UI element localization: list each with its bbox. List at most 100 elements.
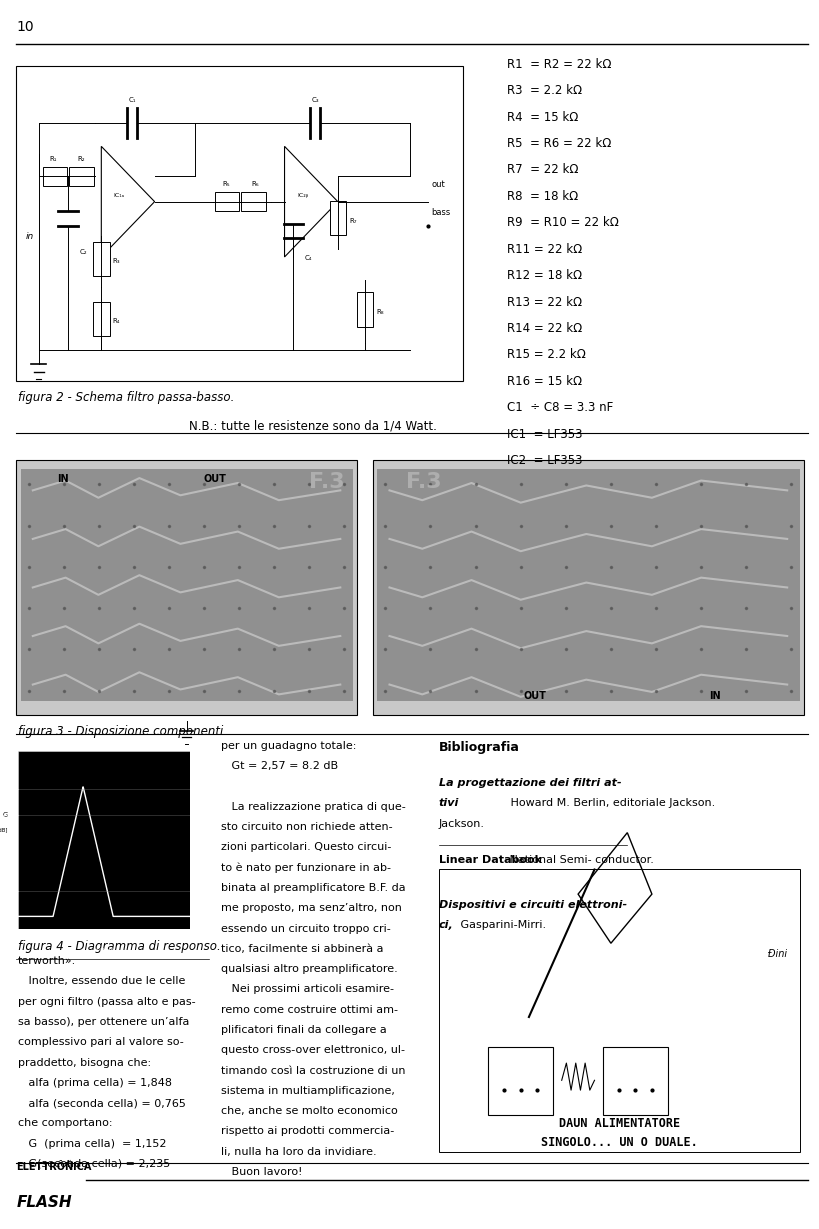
- Text: G: G: [2, 812, 8, 819]
- Text: Ðini: Ðini: [767, 949, 786, 959]
- Text: R13 = 22 kΩ: R13 = 22 kΩ: [506, 296, 581, 308]
- Text: R₄: R₄: [113, 318, 120, 324]
- Text: IC₂ᵦ: IC₂ᵦ: [296, 193, 308, 198]
- Text: Gt = 2,57 = 8.2 dB: Gt = 2,57 = 8.2 dB: [221, 761, 338, 772]
- Bar: [43, 167, 67, 187]
- Text: R4  = 15 kΩ: R4 = 15 kΩ: [506, 111, 577, 124]
- Text: IC2  = LF353: IC2 = LF353: [506, 454, 581, 467]
- Text: G(seconda cella) = 2,235: G(seconda cella) = 2,235: [18, 1159, 170, 1169]
- Text: R15 = 2.2 kΩ: R15 = 2.2 kΩ: [506, 349, 585, 361]
- Text: figura 2 - Schema filtro passa-basso.: figura 2 - Schema filtro passa-basso.: [18, 391, 234, 404]
- Bar: [16, 460, 356, 715]
- Text: IC1  = LF353: IC1 = LF353: [506, 428, 581, 441]
- Text: La progettazione dei filtri at-: La progettazione dei filtri at-: [438, 778, 621, 788]
- Text: figura 4 - Diagramma di responso.: figura 4 - Diagramma di responso.: [18, 940, 220, 954]
- X-axis label: f [Hz]: f [Hz]: [96, 948, 112, 952]
- Text: IN: IN: [708, 691, 720, 701]
- Text: out: out: [431, 181, 445, 189]
- Text: sa basso), per ottenere un’alfa: sa basso), per ottenere un’alfa: [18, 1018, 189, 1027]
- Text: essendo un circuito troppo cri-: essendo un circuito troppo cri-: [221, 924, 391, 934]
- Text: C₃: C₃: [311, 97, 319, 103]
- Text: La realizzazione pratica di que-: La realizzazione pratica di que-: [221, 801, 405, 812]
- Text: li, nulla ha loro da invidiare.: li, nulla ha loro da invidiare.: [221, 1147, 377, 1156]
- Text: N.B.: tutte le resistenze sono da 1/4 Watt.: N.B.: tutte le resistenze sono da 1/4 Wa…: [188, 419, 436, 433]
- Text: IC₁ₐ: IC₁ₐ: [114, 193, 124, 198]
- Text: terworth».: terworth».: [18, 956, 76, 966]
- Text: OUT: OUT: [203, 474, 226, 484]
- Text: complessivo pari al valore so-: complessivo pari al valore so-: [18, 1037, 183, 1047]
- Text: R₈: R₈: [376, 308, 383, 315]
- Bar: [438, 869, 799, 1152]
- Text: tico, facilmente si abbinerà a: tico, facilmente si abbinerà a: [221, 944, 383, 954]
- Text: binata al preamplificatore B.F. da: binata al preamplificatore B.F. da: [221, 882, 405, 893]
- Text: zioni particolari. Questo circui-: zioni particolari. Questo circui-: [221, 843, 391, 853]
- Text: per ogni filtro (passa alto e pas-: per ogni filtro (passa alto e pas-: [18, 997, 196, 1007]
- Text: tivi: tivi: [438, 799, 459, 809]
- Text: alfa (prima cella) = 1,848: alfa (prima cella) = 1,848: [18, 1078, 172, 1088]
- Text: praddetto, bisogna che:: praddetto, bisogna che:: [18, 1057, 151, 1068]
- Text: Inoltre, essendo due le celle: Inoltre, essendo due le celle: [18, 976, 185, 987]
- Text: me proposto, ma senz’altro, non: me proposto, ma senz’altro, non: [221, 903, 402, 913]
- Text: OUT: OUT: [523, 691, 546, 701]
- Text: Bibliografia: Bibliografia: [438, 741, 519, 755]
- Text: R1  = R2 = 22 kΩ: R1 = R2 = 22 kΩ: [506, 58, 610, 71]
- Text: Howard M. Berlin, editoriale Jackson.: Howard M. Berlin, editoriale Jackson.: [506, 799, 714, 809]
- Text: R14 = 22 kΩ: R14 = 22 kΩ: [506, 322, 581, 336]
- Text: C₁: C₁: [129, 97, 136, 103]
- Text: sistema in multiamplificazione,: sistema in multiamplificazione,: [221, 1086, 395, 1096]
- Text: F.3: F.3: [405, 472, 441, 492]
- Text: F.3: F.3: [309, 472, 344, 492]
- Bar: [93, 242, 110, 277]
- Text: R₁: R₁: [49, 156, 57, 162]
- Text: sto circuito non richiede atten-: sto circuito non richiede atten-: [221, 822, 392, 832]
- Text: R₇: R₇: [349, 218, 357, 224]
- Text: R₂: R₂: [77, 156, 85, 162]
- Bar: [602, 1047, 667, 1115]
- Bar: [215, 192, 239, 211]
- Bar: [373, 460, 803, 715]
- Text: plificatori finali da collegare a: plificatori finali da collegare a: [221, 1025, 387, 1035]
- Text: R7  = 22 kΩ: R7 = 22 kΩ: [506, 163, 577, 177]
- Bar: [242, 192, 265, 211]
- Text: C₂: C₂: [79, 249, 87, 254]
- Text: R5  = R6 = 22 kΩ: R5 = R6 = 22 kΩ: [506, 138, 610, 150]
- Text: ELETTRÔÑICA: ELETTRÔÑICA: [16, 1163, 92, 1172]
- Text: questo cross-over elettronico, ul-: questo cross-over elettronico, ul-: [221, 1045, 405, 1056]
- Bar: [20, 469, 352, 701]
- Bar: [487, 1047, 553, 1115]
- Text: R8  = 18 kΩ: R8 = 18 kΩ: [506, 190, 577, 203]
- Text: Dispositivi e circuiti elettroni-: Dispositivi e circuiti elettroni-: [438, 900, 626, 909]
- Text: che comportano:: che comportano:: [18, 1118, 112, 1128]
- Text: C1  ÷ C8 = 3.3 nF: C1 ÷ C8 = 3.3 nF: [506, 401, 613, 414]
- Text: R₃: R₃: [113, 258, 120, 264]
- Text: R12 = 18 kΩ: R12 = 18 kΩ: [506, 269, 581, 283]
- Bar: [329, 200, 346, 235]
- Text: National Semi- conductor.: National Semi- conductor.: [505, 855, 653, 865]
- Text: in: in: [25, 232, 34, 241]
- Text: R16 = 15 kΩ: R16 = 15 kΩ: [506, 375, 581, 388]
- Text: [dB]: [dB]: [0, 827, 8, 833]
- Text: to è nato per funzionare in ab-: to è nato per funzionare in ab-: [221, 863, 391, 874]
- Text: 10: 10: [16, 21, 34, 34]
- Text: ci,: ci,: [438, 919, 453, 930]
- Text: Linear Databook: Linear Databook: [438, 855, 541, 865]
- Text: timando così la costruzione di un: timando così la costruzione di un: [221, 1066, 405, 1075]
- Text: remo come costruire ottimi am-: remo come costruire ottimi am-: [221, 1005, 398, 1015]
- Text: R3  = 2.2 kΩ: R3 = 2.2 kΩ: [506, 84, 581, 97]
- Text: Gasparini-Mirri.: Gasparini-Mirri.: [456, 919, 545, 930]
- Text: IN: IN: [57, 474, 69, 484]
- Text: C₄: C₄: [305, 256, 312, 262]
- Text: R₅: R₅: [223, 181, 230, 187]
- Text: DAUN ALIMENTATORE: DAUN ALIMENTATORE: [558, 1117, 679, 1131]
- Text: Buon lavoro!: Buon lavoro!: [221, 1168, 302, 1177]
- Bar: [16, 66, 463, 381]
- Text: R11 = 22 kΩ: R11 = 22 kΩ: [506, 243, 581, 256]
- Text: R9  = R10 = 22 kΩ: R9 = R10 = 22 kΩ: [506, 216, 618, 230]
- Text: bass: bass: [431, 208, 450, 216]
- Text: che, anche se molto economico: che, anche se molto economico: [221, 1106, 398, 1116]
- Text: figura 3 - Disposizione componenti.: figura 3 - Disposizione componenti.: [18, 725, 227, 739]
- Text: per un guadagno totale:: per un guadagno totale:: [221, 741, 356, 751]
- Bar: [93, 301, 110, 336]
- Bar: [70, 167, 94, 187]
- Text: Jackson.: Jackson.: [438, 819, 484, 828]
